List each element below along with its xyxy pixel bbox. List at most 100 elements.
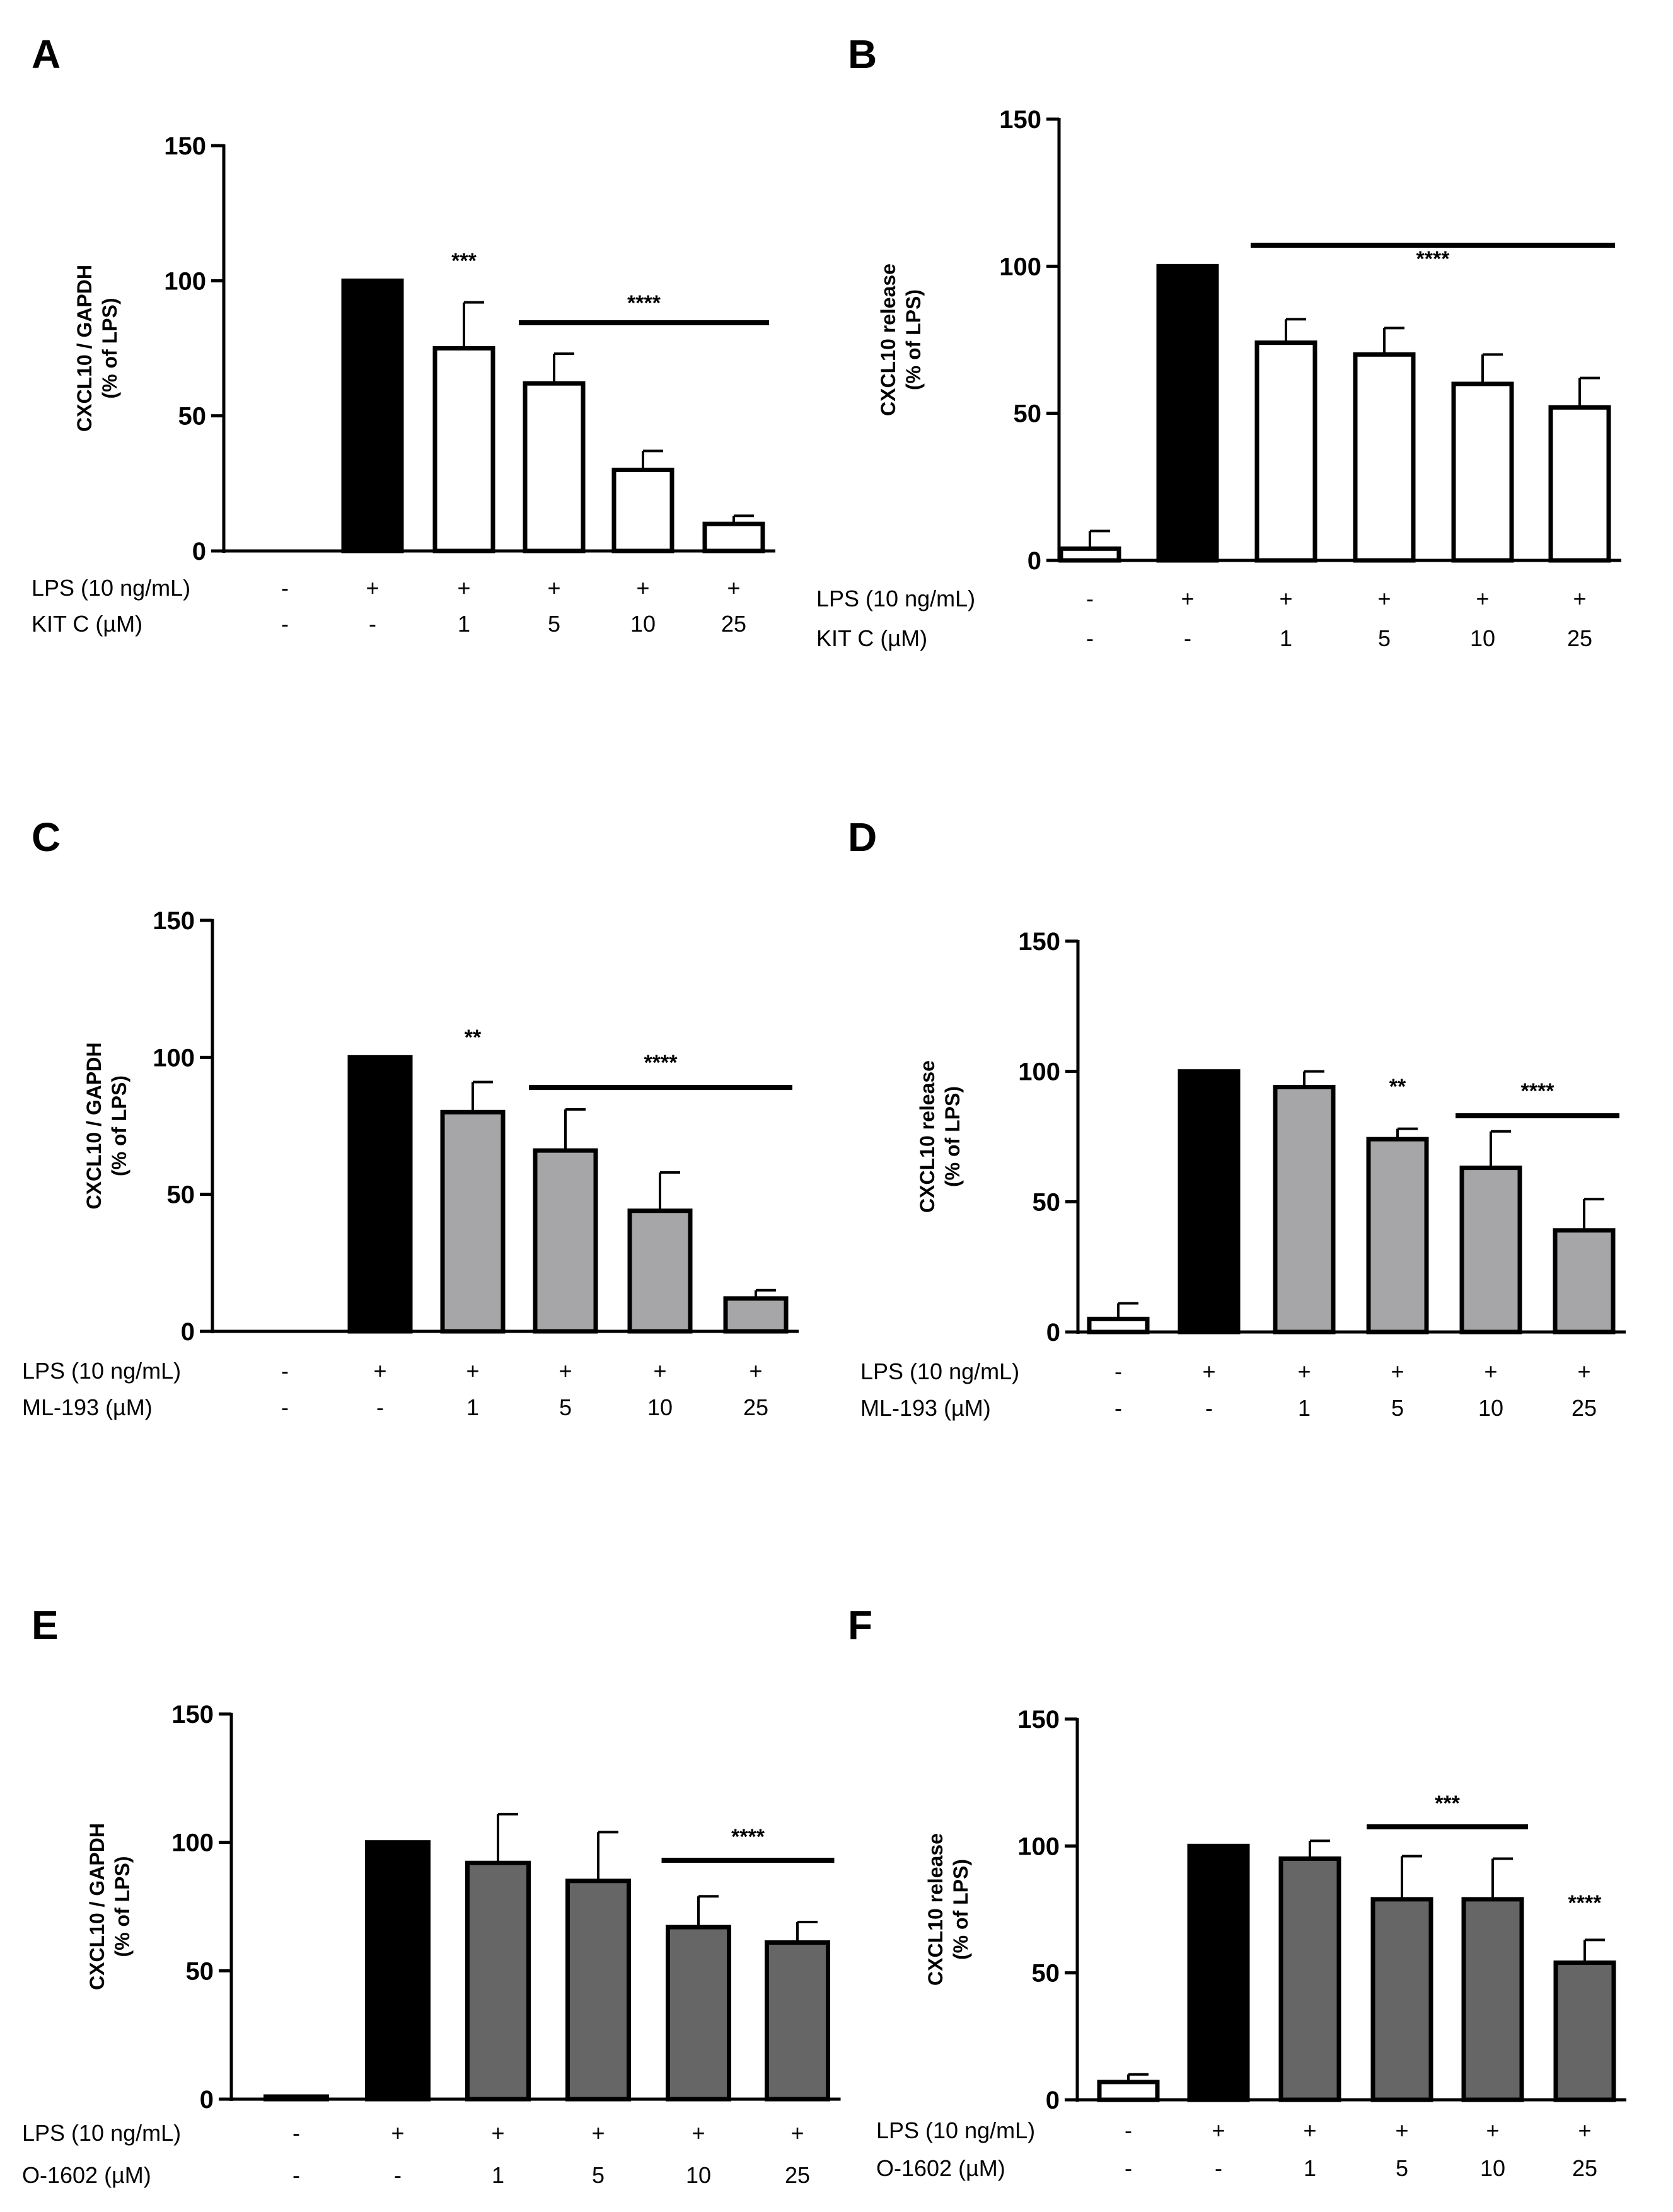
condition-cell: 10: [1470, 625, 1495, 651]
significance-label: ***: [1435, 1792, 1460, 1815]
condition-cell: 10: [1478, 1395, 1503, 1421]
y-axis-label-line: (% of LPS): [98, 298, 121, 399]
bar: [1353, 352, 1416, 563]
condition-cell: 25: [1567, 625, 1592, 651]
significance-label: **: [465, 1026, 482, 1050]
bar: [465, 1860, 531, 2102]
condition-cell: +: [1577, 1358, 1590, 1384]
bar: [666, 1925, 731, 2102]
condition-cell: 1: [1280, 625, 1292, 651]
condition-cell: +: [366, 575, 379, 601]
bar: [432, 346, 495, 553]
condition-cell: 10: [647, 1394, 673, 1420]
condition-cell: 5: [548, 611, 560, 637]
y-tick-label: 150: [164, 132, 206, 160]
condition-cell: 10: [1480, 2155, 1505, 2181]
y-tick-label: 50: [178, 403, 207, 431]
significance-label: **: [1389, 1075, 1406, 1099]
bar: [1553, 1960, 1616, 2102]
y-tick-label: 50: [1032, 1960, 1060, 1988]
condition-row-label: LPS (10 ng/mL): [32, 575, 190, 601]
condition-cell: -: [1125, 2155, 1132, 2181]
bar: [765, 1940, 830, 2102]
condition-cell: 25: [721, 611, 746, 637]
condition-row-label: O-1602 (µM): [22, 2162, 151, 2188]
panel-C: C 0 50 100 150 CXCL10 / GAPDH (% of LPS) LPS (1…: [22, 814, 799, 1420]
y-tick-label: 150: [999, 106, 1041, 134]
panel-letter: C: [32, 814, 61, 860]
condition-cell: 1: [492, 2162, 504, 2188]
y-axis-label-line: CXCL10 / GAPDH: [86, 1823, 108, 1990]
y-tick-label: 100: [153, 1044, 195, 1072]
y-tick-label: 50: [1014, 400, 1042, 428]
condition-cell: +: [1391, 1358, 1404, 1384]
panel-letter: B: [848, 32, 877, 77]
condition-cell: +: [1578, 2117, 1591, 2143]
panel-A: A 0 50 100 150 CXCL10 / GAPDH (% of LPS) LPS (1…: [32, 32, 775, 637]
y-tick-label: 150: [1018, 928, 1060, 956]
y-tick-label: 100: [171, 1829, 214, 1857]
bar: [347, 1055, 413, 1334]
y-axis-label: CXCL10 release (% of LPS): [916, 1060, 964, 1213]
condition-cell: -: [281, 1358, 289, 1384]
panel-E: E 0 50 100 150 CXCL10 / GAPDH (% of LPS) LPS (1…: [22, 1602, 841, 2188]
y-axis-label-line: CXCL10 / GAPDH: [73, 265, 96, 432]
y-axis-label: CXCL10 release (% of LPS): [877, 263, 925, 416]
condition-cell: 5: [592, 2162, 605, 2188]
significance-label: ****: [1416, 247, 1450, 271]
condition-cell: 25: [743, 1394, 768, 1420]
bar: [1553, 1228, 1616, 1335]
condition-cell: 25: [1572, 1395, 1597, 1421]
condition-cell: +: [1395, 2117, 1408, 2143]
condition-cell: +: [373, 1358, 386, 1384]
condition-cell: +: [591, 2120, 605, 2146]
condition-cell: -: [281, 1394, 289, 1420]
condition-cell: +: [1212, 2117, 1225, 2143]
y-axis-label-line: (% of LPS): [941, 1086, 964, 1187]
y-tick-label: 100: [999, 253, 1041, 281]
bar: [263, 2094, 329, 2102]
bar: [627, 1208, 693, 1334]
bar: [1461, 1897, 1524, 2102]
bar: [565, 1879, 631, 2102]
bar: [341, 278, 404, 553]
condition-cell: 1: [1298, 1395, 1311, 1421]
y-axis-label-line: (% of LPS): [108, 1075, 130, 1176]
y-axis-label-line: CXCL10 / GAPDH: [83, 1043, 105, 1210]
condition-cell: 25: [1572, 2155, 1597, 2181]
significance-label: ***: [451, 249, 477, 273]
y-tick-label: 0: [192, 538, 206, 565]
bar: [1087, 1316, 1150, 1335]
condition-row-label: O-1602 (µM): [876, 2155, 1005, 2181]
condition-row-label: LPS (10 ng/mL): [22, 2120, 181, 2146]
y-tick-label: 100: [164, 267, 206, 295]
y-tick-label: 150: [1017, 1706, 1060, 1734]
condition-cell: -: [376, 1394, 384, 1420]
panel-F: F 0 50 100 150 CXCL10 release (% of LPS) LPS (1…: [848, 1602, 1626, 2181]
y-tick-label: 150: [171, 1701, 214, 1728]
y-tick-label: 100: [1018, 1058, 1060, 1086]
condition-cell: -: [1215, 2155, 1222, 2181]
y-tick-label: 0: [1046, 2087, 1060, 2114]
condition-row-label: ML-193 (µM): [22, 1394, 153, 1420]
y-axis-label-line: CXCL10 release: [924, 1833, 947, 1986]
condition-cell: -: [281, 611, 289, 637]
condition-cell: +: [391, 2120, 404, 2146]
condition-cell: -: [369, 611, 376, 637]
condition-cell: 25: [785, 2162, 810, 2188]
condition-cell: +: [547, 575, 560, 601]
condition-cell: +: [1377, 586, 1391, 611]
condition-cell: +: [491, 2120, 504, 2146]
condition-cell: +: [466, 1358, 479, 1384]
bar: [1548, 405, 1611, 563]
condition-cell: +: [636, 575, 649, 601]
bar: [1278, 1856, 1341, 2102]
condition-row-label: KIT C (µM): [816, 625, 927, 651]
y-axis-label: CXCL10 / GAPDH (% of LPS): [73, 265, 121, 432]
condition-cell: -: [1086, 625, 1094, 651]
y-tick-label: 50: [167, 1181, 195, 1209]
condition-cell: +: [1181, 586, 1194, 611]
condition-cell: -: [281, 575, 289, 601]
bar: [523, 381, 586, 553]
y-axis-label: CXCL10 release (% of LPS): [924, 1833, 972, 1986]
